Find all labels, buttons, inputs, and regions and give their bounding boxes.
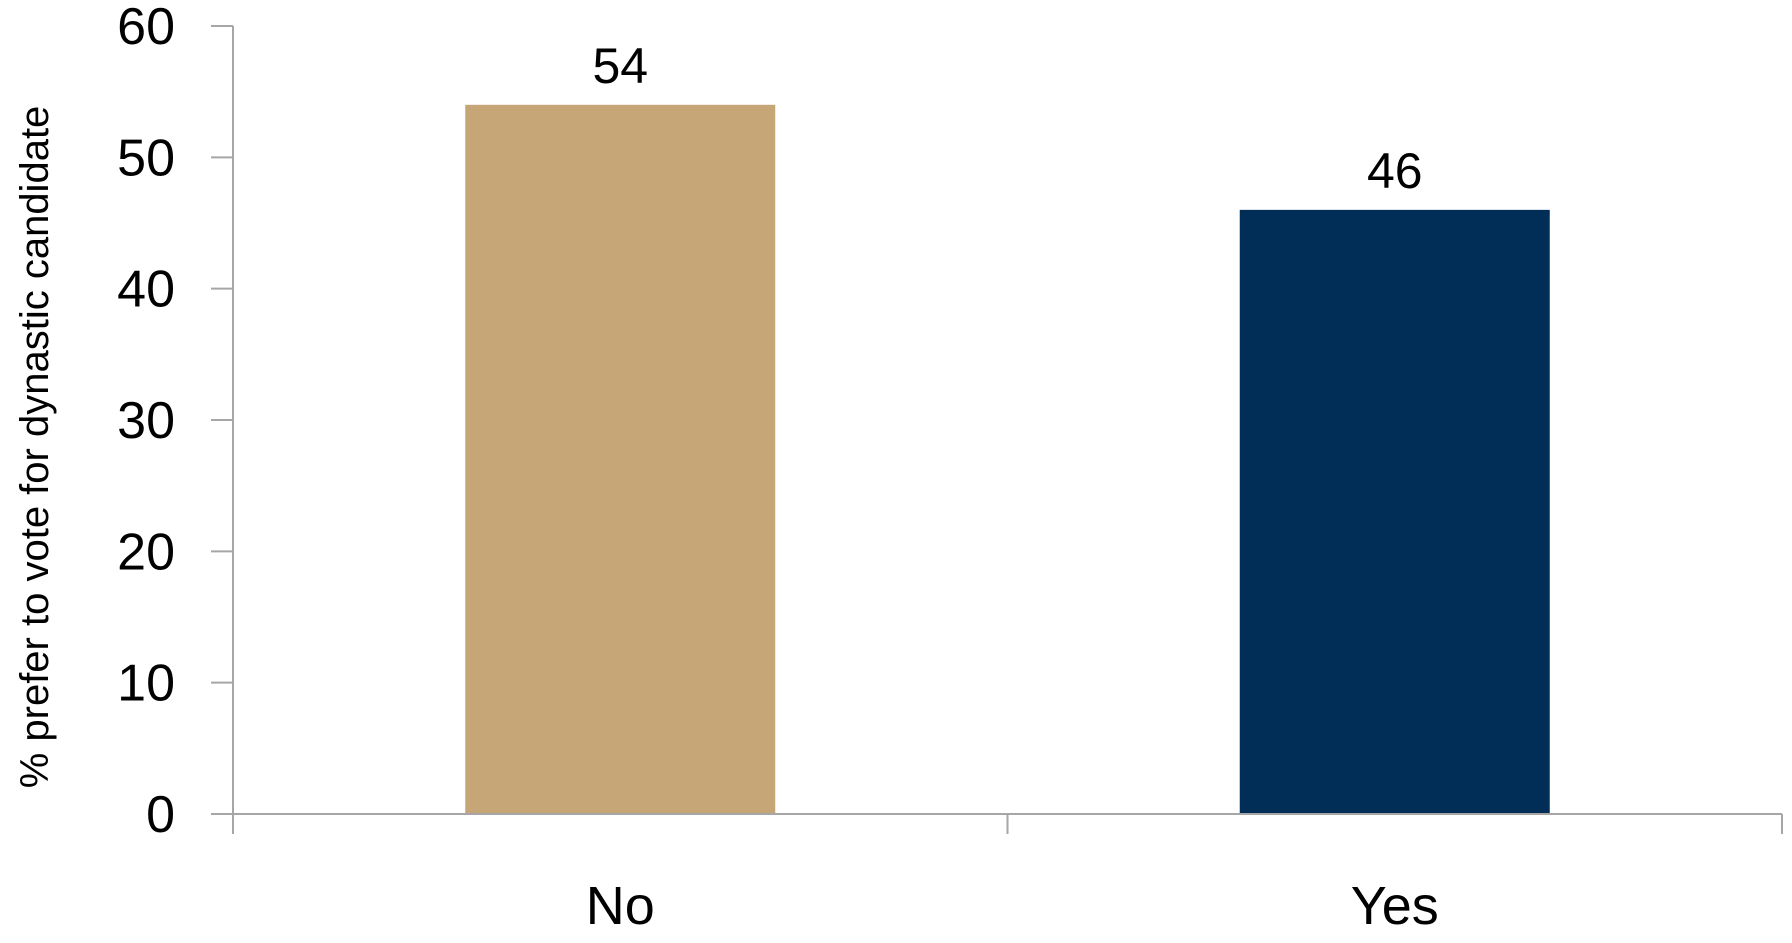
data-label-no: 54 [592,38,648,94]
bars-group [465,104,1550,815]
y-tick-label: 0 [146,786,175,844]
data-label-yes: 46 [1367,143,1423,199]
y-tick-label: 60 [117,0,175,56]
plot-area: 54 46 0 10 20 30 40 50 60 No Yes [117,0,1783,936]
x-ticks-group [232,814,1783,834]
y-axis-title: % prefer to vote for dynastic candidate [13,106,57,789]
y-tick-label: 10 [117,655,175,713]
x-category-labels-group: No Yes [586,876,1439,936]
data-labels-group: 54 46 [592,38,1422,199]
y-tick-labels-group: 0 10 20 30 40 50 60 [117,0,175,844]
y-tick-label: 20 [117,523,175,581]
y-tick-label: 50 [117,129,175,187]
bar-yes [1239,209,1550,814]
category-label-no: No [586,876,655,936]
y-tick-label: 40 [117,261,175,319]
y-tick-label: 30 [117,392,175,450]
category-label-yes: Yes [1351,876,1439,936]
y-ticks-group [211,25,233,815]
bar-no [465,104,776,815]
